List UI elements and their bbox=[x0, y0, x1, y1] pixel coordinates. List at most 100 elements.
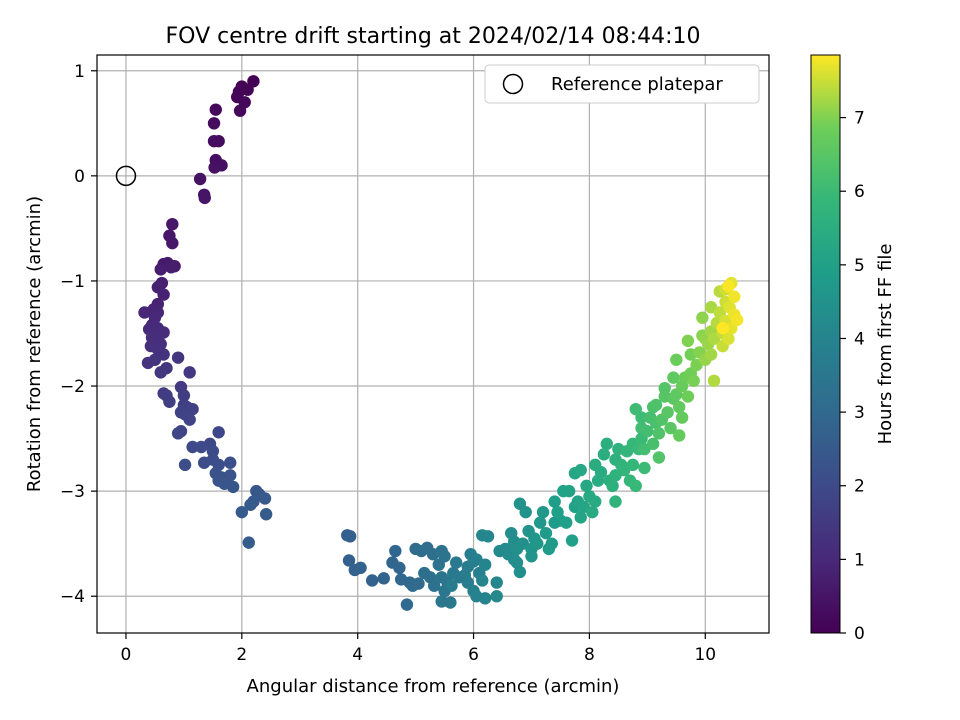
data-point bbox=[207, 117, 221, 130]
data-point bbox=[531, 537, 544, 550]
colorbar: 0 1 2 3 4 5 6 7 Hours from first FF file bbox=[810, 54, 896, 644]
x-tick-label: 2 bbox=[236, 645, 247, 665]
data-point bbox=[641, 425, 654, 438]
legend-box bbox=[484, 64, 760, 104]
data-point bbox=[186, 440, 199, 454]
colorbar-tick-label: 1 bbox=[854, 550, 865, 570]
data-point bbox=[673, 400, 686, 414]
data-point bbox=[259, 508, 273, 521]
data-point bbox=[400, 598, 414, 611]
y-tick-label: 1 bbox=[74, 62, 85, 82]
data-point bbox=[193, 172, 207, 186]
data-point bbox=[438, 550, 451, 563]
colorbar-tick-label: 2 bbox=[854, 477, 865, 497]
data-point bbox=[343, 530, 357, 543]
colorbar-label: Hours from first FF file bbox=[875, 244, 896, 445]
data-point bbox=[589, 495, 602, 508]
data-point bbox=[490, 590, 503, 603]
x-tick-label: 6 bbox=[468, 645, 479, 665]
data-point bbox=[728, 290, 741, 303]
data-point bbox=[681, 390, 695, 403]
data-point bbox=[445, 579, 458, 592]
data-point bbox=[449, 556, 463, 569]
data-point bbox=[241, 83, 254, 96]
legend-label: Reference platepar bbox=[551, 74, 723, 95]
data-point bbox=[667, 371, 680, 384]
x-axis-label: Angular distance from reference (arcmin) bbox=[247, 676, 620, 697]
colorbar-tick-label: 4 bbox=[854, 329, 865, 349]
data-point bbox=[539, 526, 553, 540]
data-point bbox=[233, 104, 247, 117]
y-tick-label: −2 bbox=[60, 377, 85, 397]
x-axis-ticks: 0 2 4 6 8 10 bbox=[121, 633, 716, 665]
data-point bbox=[589, 458, 602, 472]
data-point bbox=[626, 458, 640, 472]
x-tick-label: 8 bbox=[584, 645, 595, 665]
data-point bbox=[661, 406, 674, 419]
colorbar-tick-label: 3 bbox=[854, 403, 865, 423]
y-tick-label: 0 bbox=[74, 167, 85, 187]
data-point bbox=[707, 374, 721, 387]
data-point bbox=[164, 261, 178, 274]
data-point bbox=[551, 505, 564, 519]
y-tick-label: −3 bbox=[60, 482, 85, 502]
data-point bbox=[427, 579, 441, 592]
data-point bbox=[600, 437, 613, 451]
data-point bbox=[490, 576, 503, 589]
data-point bbox=[580, 479, 593, 493]
data-point bbox=[183, 366, 196, 379]
data-point bbox=[207, 134, 221, 148]
data-point bbox=[476, 529, 489, 542]
data-point bbox=[478, 592, 492, 605]
data-point bbox=[574, 511, 587, 524]
data-point bbox=[730, 313, 744, 327]
data-point bbox=[536, 505, 550, 519]
colorbar-tick-label: 7 bbox=[854, 109, 865, 129]
data-point bbox=[242, 536, 255, 549]
data-point bbox=[244, 498, 257, 511]
data-point bbox=[138, 306, 151, 319]
data-point bbox=[154, 366, 167, 379]
data-point bbox=[166, 217, 179, 231]
data-point bbox=[393, 561, 406, 575]
data-point bbox=[548, 495, 561, 508]
data-point bbox=[212, 426, 225, 439]
y-axis-ticks: −4 −3 −2 −1 0 1 bbox=[60, 62, 97, 607]
data-point bbox=[673, 429, 686, 442]
data-point bbox=[722, 332, 735, 345]
data-point bbox=[629, 402, 642, 416]
data-point bbox=[354, 561, 367, 575]
data-point bbox=[681, 334, 695, 348]
reference-marker bbox=[115, 165, 137, 187]
colorbar-tick-label: 5 bbox=[854, 256, 865, 276]
data-point bbox=[177, 389, 191, 402]
data-points bbox=[138, 75, 744, 611]
data-point bbox=[178, 458, 192, 472]
data-point bbox=[226, 480, 240, 494]
data-point bbox=[197, 456, 211, 469]
data-point bbox=[389, 544, 402, 558]
chart-title: FOV centre drift starting at 2024/02/14 … bbox=[166, 24, 701, 49]
data-point bbox=[163, 395, 176, 408]
data-point bbox=[258, 492, 272, 505]
data-point bbox=[342, 554, 356, 567]
data-point bbox=[687, 374, 700, 387]
data-point bbox=[208, 161, 221, 174]
data-point bbox=[562, 484, 576, 498]
data-point bbox=[444, 596, 457, 609]
data-point bbox=[638, 461, 651, 475]
data-point bbox=[716, 322, 729, 335]
data-point bbox=[154, 263, 167, 276]
data-point bbox=[586, 505, 599, 519]
data-point bbox=[195, 440, 208, 454]
data-point bbox=[606, 479, 619, 493]
data-point bbox=[675, 411, 689, 424]
x-tick-label: 4 bbox=[352, 645, 363, 665]
reference-platepar-marker bbox=[115, 165, 137, 187]
data-point bbox=[629, 479, 642, 493]
colorbar-gradient bbox=[810, 54, 841, 634]
data-point bbox=[646, 437, 660, 451]
data-point bbox=[412, 577, 425, 590]
y-tick-label: −4 bbox=[60, 587, 85, 607]
